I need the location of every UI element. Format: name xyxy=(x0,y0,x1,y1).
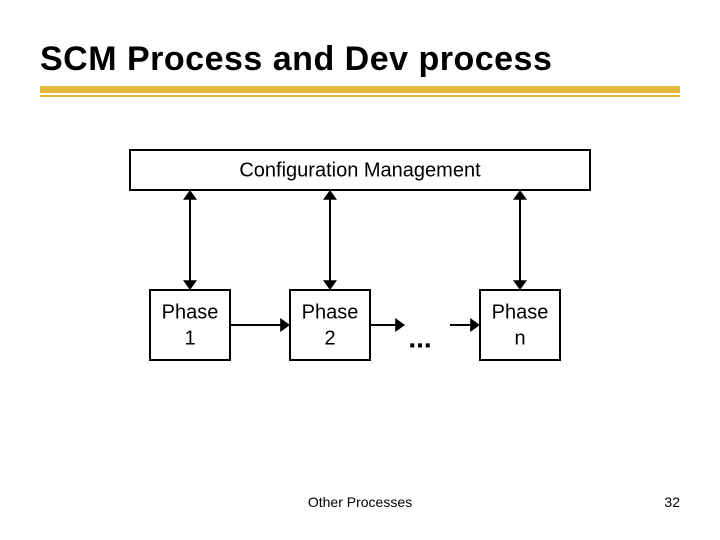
svg-text:Phase: Phase xyxy=(302,301,359,323)
svg-text:Configuration Management: Configuration Management xyxy=(239,159,481,181)
page-number: 32 xyxy=(664,494,680,510)
svg-text:2: 2 xyxy=(324,327,335,349)
underline-thin xyxy=(40,95,680,97)
diagram-svg: Configuration Management Phase 1 Phase 2 Phas… xyxy=(100,140,620,390)
underline-thick xyxy=(40,86,680,93)
title-underline xyxy=(40,86,680,100)
slide: SCM Process and Dev process Configuratio… xyxy=(0,0,720,540)
svg-text:1: 1 xyxy=(184,327,195,349)
svg-text:Phase: Phase xyxy=(162,301,219,323)
scm-diagram: Configuration Management Phase 1 Phase 2 Phas… xyxy=(100,140,620,390)
footer-text: Other Processes xyxy=(0,494,720,510)
svg-text:...: ... xyxy=(408,322,431,353)
svg-text:Phase: Phase xyxy=(492,301,549,323)
slide-title: SCM Process and Dev process xyxy=(40,40,552,79)
svg-text:n: n xyxy=(514,327,525,349)
